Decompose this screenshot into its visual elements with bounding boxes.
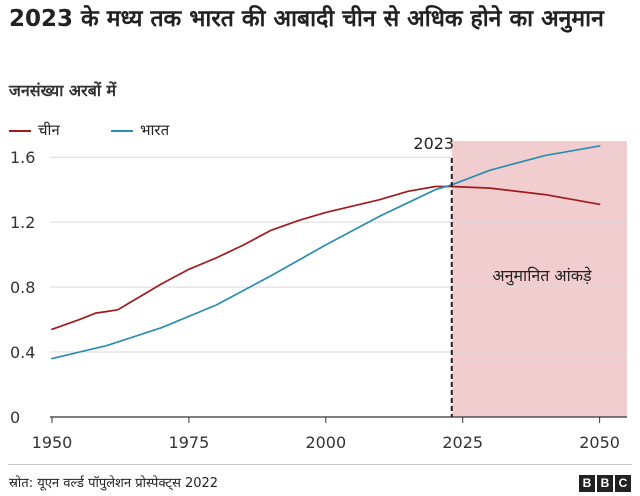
chart-subtitle: जनसंख्या अरबों में [9, 81, 117, 100]
bbc-logo-letter-1: B [579, 475, 595, 492]
legend-swatch-india [111, 129, 133, 132]
bbc-logo-letter-3: C [615, 475, 631, 492]
legend-label-india: भारत [140, 121, 170, 139]
x-tick-label: 1975 [169, 433, 210, 452]
series-line-india [51, 145, 601, 360]
y-tick-label: 1.2 [10, 213, 35, 232]
marker-label: 2023 [413, 134, 454, 153]
projection-label: अनुमानित आंकड़े [492, 266, 592, 286]
footer-divider [8, 464, 632, 465]
legend-item-china: चीन [9, 120, 60, 140]
legend-swatch-china [9, 129, 31, 132]
source-note: स्रोत: यूएन वर्ल्ड पॉपुलेशन प्रोस्पेक्ट्… [9, 476, 219, 491]
y-tick-label: 0 [10, 408, 20, 427]
bbc-logo-letter-2: B [597, 475, 613, 492]
x-tick-label: 1950 [32, 433, 73, 452]
y-tick-label: 0.8 [10, 278, 35, 297]
legend-label-china: चीन [38, 121, 60, 139]
x-tick-label: 2025 [442, 433, 483, 452]
x-tick-label: 2050 [579, 433, 620, 452]
chart-title: 2023 के मध्य तक भारत की आबादी चीन से अधि… [9, 6, 604, 32]
legend-item-india: भारत [111, 120, 169, 140]
y-tick-label: 1.6 [10, 148, 35, 167]
x-tick-label: 2000 [305, 433, 346, 452]
y-tick-label: 0.4 [10, 343, 35, 362]
